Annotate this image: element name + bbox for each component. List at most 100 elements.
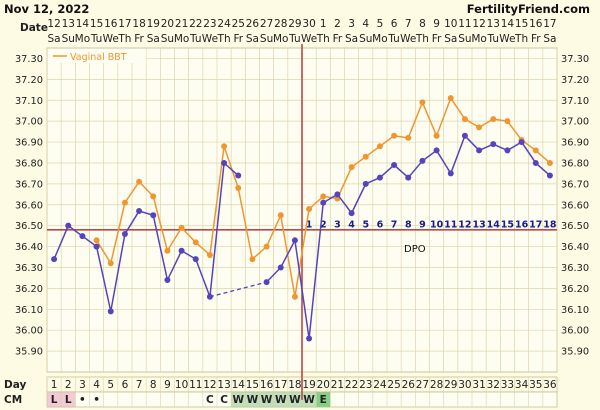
weekday-label: Th [415, 33, 429, 45]
cycle-day-label: 24 [373, 379, 387, 391]
series-point-1 [192, 256, 199, 263]
date-row-label: Date [20, 22, 48, 34]
series-point-1 [391, 162, 398, 169]
series-point-1 [433, 147, 440, 154]
series-point-0 [192, 239, 199, 246]
weekday-label: Su [161, 33, 174, 45]
y-tick-label-left: 36.70 [15, 179, 43, 190]
series-point-1 [546, 172, 553, 179]
day-row-label: Day [4, 379, 26, 391]
weekday-label: Su [458, 33, 471, 45]
weekday-label: Fr [531, 33, 541, 45]
y-tick-label-right: 36.20 [561, 284, 589, 295]
weekday-label: Sa [345, 33, 358, 45]
missing-temp-connector [209, 281, 267, 298]
weekday-label: Su [62, 33, 75, 45]
weekday-label: Tu [288, 33, 300, 45]
date-label: 25 [232, 18, 245, 30]
cycle-day-label: 10 [175, 379, 188, 391]
date-label: 13 [487, 18, 500, 30]
site-name[interactable]: FertilityFriend.com [467, 2, 590, 16]
weekday-label: We [400, 33, 416, 45]
date-label: 10 [444, 18, 457, 30]
series-point-1 [334, 191, 341, 198]
series-point-1 [532, 159, 539, 166]
series-point-0 [433, 132, 440, 139]
weekday-label: Sa [246, 33, 259, 45]
dpo-day-label: 3 [334, 219, 341, 230]
cycle-day-label: 16 [260, 379, 274, 391]
cm-row-label: CM [4, 394, 22, 406]
series-point-0 [320, 193, 327, 200]
weekday-label: Sa [48, 33, 61, 45]
date-label: 27 [260, 18, 273, 30]
weekday-label: Fr [333, 33, 343, 45]
legend-background [48, 49, 146, 63]
date-label: 16 [529, 18, 543, 30]
y-tick-label-left: 36.20 [15, 284, 43, 295]
date-label: 14 [76, 18, 90, 30]
date-label: 8 [419, 18, 426, 30]
y-tick-label-left: 36.30 [15, 263, 43, 274]
dpo-day-label: 13 [472, 219, 485, 230]
y-tick-label-left: 36.60 [15, 200, 43, 211]
series-point-1 [461, 132, 468, 139]
series-point-1 [476, 147, 483, 154]
cm-label: W [247, 394, 259, 406]
dpo-day-label: 6 [377, 219, 384, 230]
date-label: 1 [320, 18, 327, 30]
date-label: 3 [348, 18, 355, 30]
series-point-1 [51, 256, 58, 263]
cycle-day-label: 22 [345, 379, 358, 391]
plot-area: 37.30 37.30 37.20 37.20 37.10 37.10 37.00 37.00… [15, 18, 589, 408]
y-tick-label-left: 37.20 [15, 75, 43, 86]
date-label: 4 [362, 18, 369, 30]
series-point-1 [65, 222, 72, 229]
dpo-day-label: 14 [487, 219, 501, 230]
date-label: 16 [104, 18, 118, 30]
weekday-label: Su [359, 33, 372, 45]
series-point-1 [291, 237, 298, 244]
series-point-1 [306, 335, 313, 342]
weekday-label: We [301, 33, 317, 45]
cm-label: C [220, 394, 228, 406]
weekday-label: Mo [174, 33, 189, 45]
dpo-day-label: 15 [501, 219, 514, 230]
weekday-label: Fr [432, 33, 442, 45]
series-point-0 [164, 247, 171, 254]
cm-label: • [93, 394, 100, 406]
date-label: 12 [47, 18, 60, 30]
cycle-day-label: 36 [543, 379, 557, 391]
cycle-day-label: 21 [331, 379, 344, 391]
date-label: 7 [405, 18, 412, 30]
series-point-0 [93, 237, 100, 244]
series-point-0 [221, 143, 228, 150]
weekday-label: Mo [372, 33, 387, 45]
date-label: 29 [288, 18, 301, 30]
y-tick-label-right: 36.60 [561, 200, 589, 211]
cycle-day-label: 25 [387, 379, 400, 391]
cycle-day-label: 9 [164, 379, 171, 391]
dpo-day-label: 7 [391, 219, 398, 230]
series-point-1 [178, 247, 185, 254]
series-point-1 [221, 159, 228, 166]
date-label: 17 [543, 18, 556, 30]
cm-label: W [303, 394, 315, 406]
date-label: 24 [217, 18, 231, 30]
weekday-label: Mo [471, 33, 486, 45]
y-tick-label-right: 37.30 [561, 54, 589, 65]
dpo-day-label: 17 [529, 219, 542, 230]
series-point-0 [461, 116, 468, 123]
date-label: 21 [175, 18, 188, 30]
y-tick-label-right: 36.00 [561, 326, 589, 337]
series-point-0 [178, 224, 185, 231]
chart-date-title: Nov 12, 2022 [4, 2, 89, 16]
series-point-0 [546, 159, 553, 166]
series-point-1 [136, 208, 143, 215]
series-point-1 [164, 277, 171, 284]
cm-label: C [206, 394, 214, 406]
cycle-day-label: 23 [359, 379, 372, 391]
cm-label: E [320, 394, 327, 406]
series-point-0 [490, 116, 497, 123]
date-label: 13 [62, 18, 75, 30]
